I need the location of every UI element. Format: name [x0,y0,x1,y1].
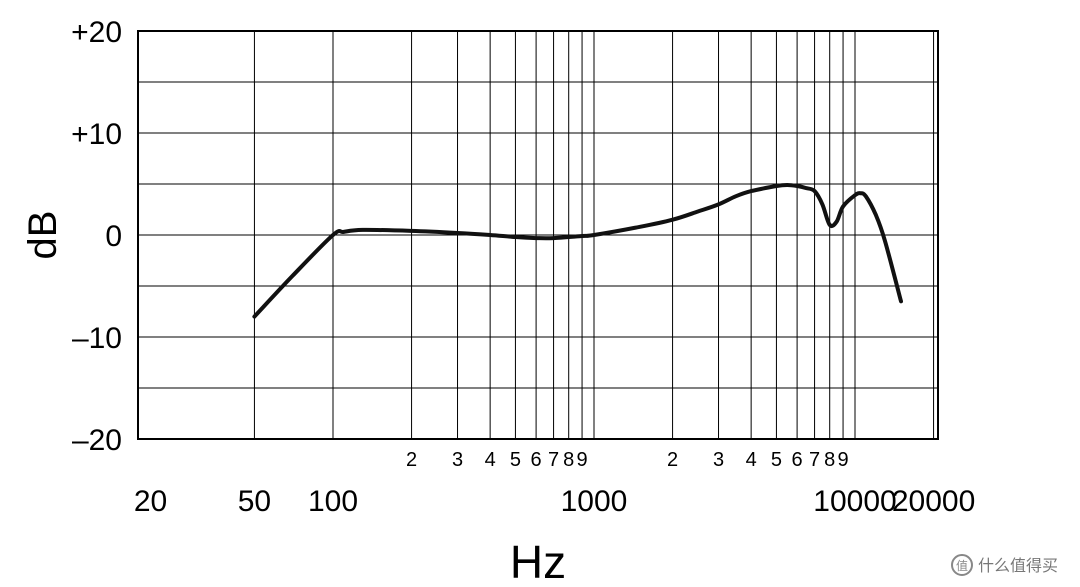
series-layer [252,183,903,319]
x-minor-tick-label: 6 [792,449,803,471]
x-minor-tick-label: 9 [576,449,587,471]
y-tick-label: –20 [72,424,122,457]
y-tick-label: 0 [105,220,122,253]
plot-frame [137,30,939,440]
x-minor-tick-label: 9 [837,449,848,471]
x-minor-tick-label: 5 [510,449,521,471]
watermark-logo-glyph: 值 [956,558,968,573]
x-minor-tick-label: 2 [406,449,417,471]
y-tick-label: +20 [71,16,122,49]
x-major-tick-label: 50 [238,485,271,518]
y-axis-label: dB [21,211,65,260]
x-minor-tick-label: 5 [771,449,782,471]
x-minor-tick-label: 2 [667,449,678,471]
x-minor-tick-label: 7 [548,449,559,471]
x-minor-tick-label: 6 [531,449,542,471]
x-major-tick-label: 20000 [892,485,975,518]
watermark-logo-icon [951,554,973,576]
x-minor-tick-label: 3 [452,449,463,471]
x-major-tick-label: 20 [134,485,167,518]
x-axis-label: Hz [510,536,566,587]
x-minor-tick-label: 4 [485,449,496,471]
x-minor-tick-label: 8 [824,449,835,471]
watermark: 值 什么值得买 [951,554,1058,576]
response-curve [252,183,903,319]
y-tick-label: +10 [71,118,122,151]
x-minor-tick-label: 7 [809,449,820,471]
grid [138,30,938,440]
x-major-tick-label: 100 [308,485,358,518]
x-major-tick-label: 1000 [561,485,628,518]
x-major-tick-label: 10000 [813,485,896,518]
watermark-text: 什么值得买 [978,556,1058,575]
y-tick-labels: +20 +10 0 –10 –20 [71,16,122,457]
y-tick-label: –10 [72,322,122,355]
x-minor-tick-label: 3 [713,449,724,471]
x-minor-tick-label: 8 [563,449,574,471]
x-minor-tick-label: 4 [746,449,757,471]
